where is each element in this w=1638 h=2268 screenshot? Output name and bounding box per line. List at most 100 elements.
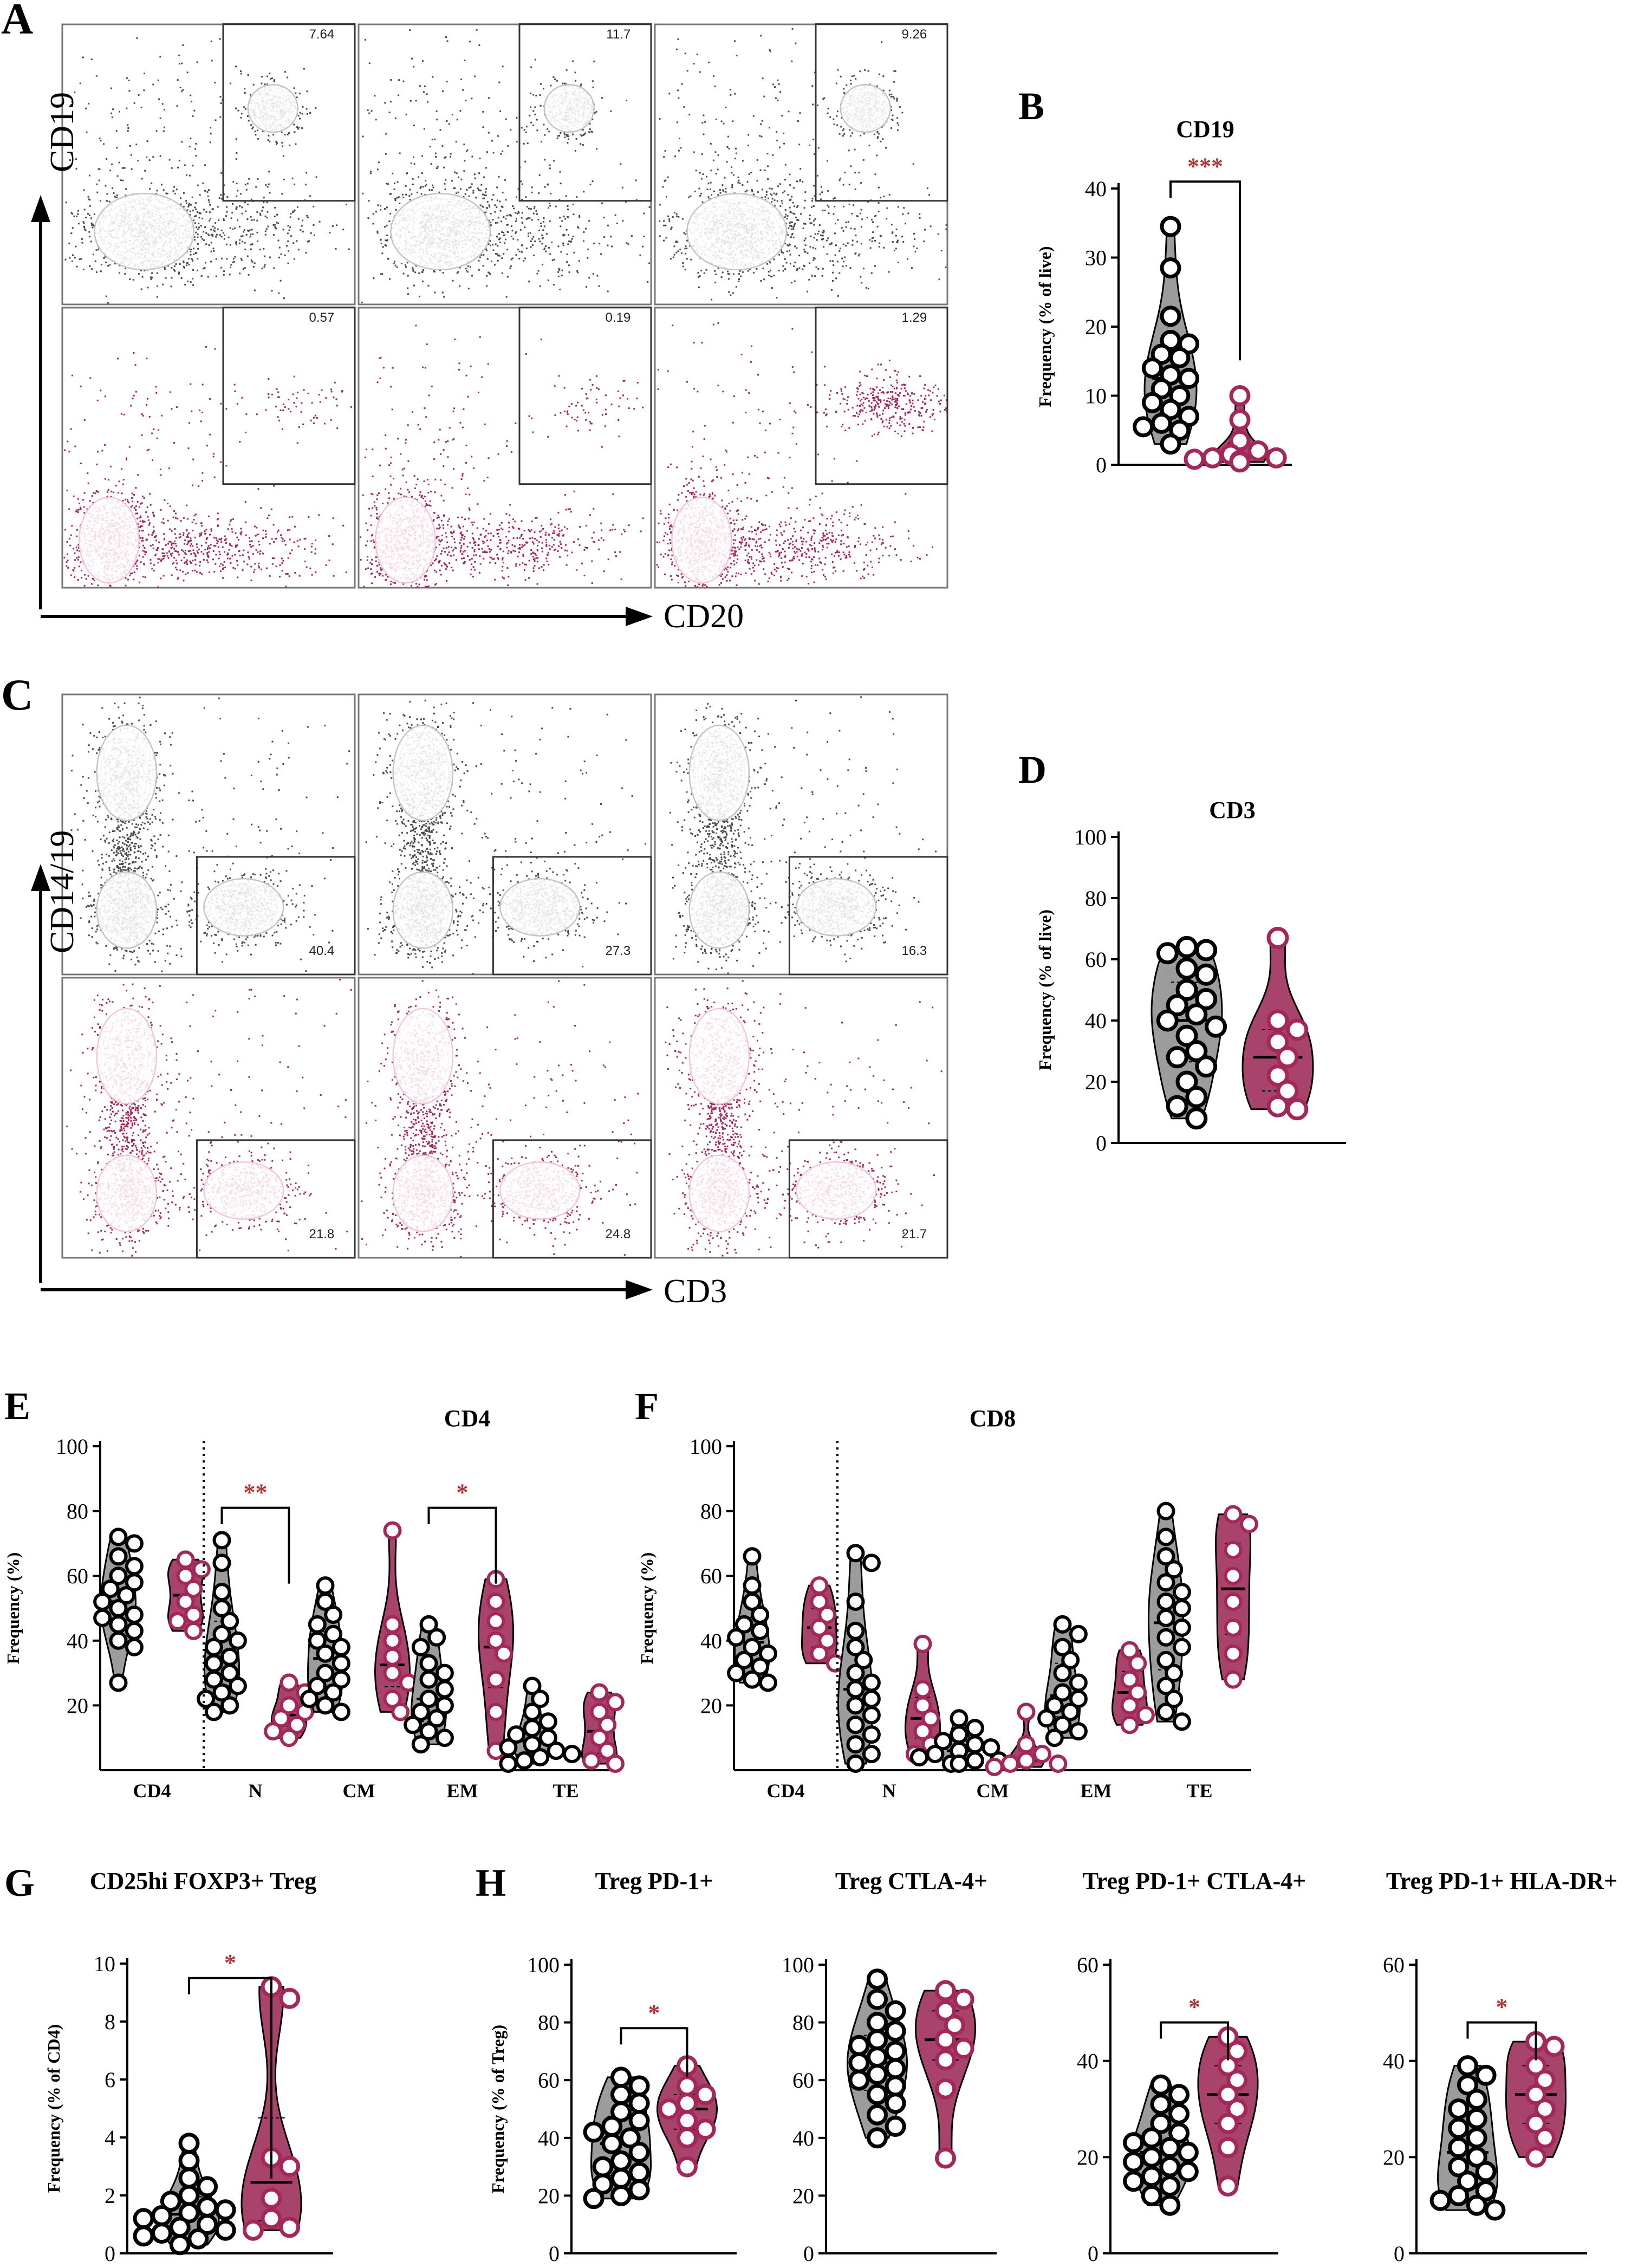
flow-event [491, 261, 492, 262]
flow-event [531, 244, 534, 246]
flow-event [726, 161, 728, 163]
flow-event [575, 80, 577, 82]
flow-event [698, 287, 700, 289]
flow-event [550, 193, 552, 194]
flow-event [345, 204, 347, 206]
flow-event [551, 259, 554, 261]
flow-event [185, 200, 187, 202]
flow-event [570, 241, 572, 243]
flow-event [563, 132, 566, 134]
flow-event [694, 191, 696, 192]
flow-event [496, 186, 498, 189]
flow-event [402, 80, 405, 82]
flow-event [714, 270, 716, 272]
flow-event [463, 196, 465, 198]
flow-event [903, 207, 905, 209]
flow-event [335, 248, 337, 250]
flow-event [877, 202, 880, 204]
flow-event [252, 83, 255, 86]
flow-event [398, 79, 400, 81]
flow-event [793, 265, 795, 268]
flow-event [457, 191, 459, 193]
flow-event [248, 274, 250, 276]
flow-event [561, 275, 563, 277]
flow-event [494, 211, 496, 213]
flow-plot: 0.57 [61, 306, 356, 589]
flow-event [580, 83, 582, 86]
flow-event [797, 120, 799, 122]
flow-event [212, 225, 214, 228]
flow-event [543, 217, 545, 219]
flow-event [249, 94, 251, 96]
flow-event [71, 101, 73, 103]
flow-event [688, 114, 691, 116]
flow-event [186, 262, 188, 264]
flow-event [890, 127, 893, 129]
flow-event [734, 40, 736, 42]
flow-event [253, 289, 256, 291]
flow-event [704, 121, 706, 123]
flow-event [198, 217, 200, 219]
flow-event [306, 108, 308, 110]
flow-event [510, 225, 512, 227]
flow-event [293, 124, 295, 126]
flow-event [768, 271, 770, 273]
flow-event [219, 116, 222, 118]
flow-event [336, 224, 337, 226]
flow-event [715, 173, 717, 175]
flow-event [897, 239, 899, 242]
flow-event [516, 218, 517, 220]
flow-event [99, 138, 101, 140]
flow-event [648, 262, 651, 264]
flow-event [595, 111, 597, 113]
flow-event [913, 232, 915, 235]
flow-event [777, 99, 779, 101]
flow-event [666, 196, 667, 198]
flow-event [384, 226, 386, 228]
flow-event [675, 213, 678, 215]
flow-event [190, 94, 192, 96]
flow-event [380, 205, 381, 207]
flow-event [578, 260, 580, 262]
flow-event [591, 131, 593, 133]
flow-event [528, 232, 530, 235]
flow-event [73, 495, 75, 497]
flow-event [547, 280, 549, 281]
flow-event [855, 77, 857, 80]
flow-event [880, 197, 882, 199]
flow-event [141, 178, 143, 180]
flow-event [88, 231, 90, 233]
flow-event [500, 153, 502, 155]
flow-event [506, 224, 508, 226]
flow-event [76, 557, 77, 559]
flow-event [778, 146, 781, 148]
flow-event [592, 273, 594, 275]
flow-event [543, 124, 545, 126]
flow-event [141, 276, 144, 278]
flow-event [566, 261, 568, 263]
flow-event [147, 534, 150, 536]
flow-event [218, 219, 220, 221]
flow-event [76, 265, 78, 268]
flow-event [544, 134, 546, 136]
flow-event [362, 135, 364, 138]
flow-event [532, 94, 535, 96]
flow-event [388, 112, 391, 114]
flow-event [582, 240, 584, 242]
flow-event [412, 269, 414, 271]
flow-event [244, 184, 246, 186]
flow-event [394, 182, 395, 184]
flow-event [478, 269, 480, 271]
flow-event [204, 164, 206, 166]
flow-event [849, 267, 851, 269]
flow-event [373, 277, 375, 279]
flow-event [808, 278, 810, 281]
flow-event [171, 267, 173, 269]
flow-event [789, 211, 791, 213]
flow-event [229, 274, 231, 276]
flow-event [664, 150, 666, 152]
flow-event [235, 66, 237, 68]
flow-event [538, 174, 541, 176]
flow-event [812, 205, 815, 207]
flow-event [662, 186, 664, 188]
